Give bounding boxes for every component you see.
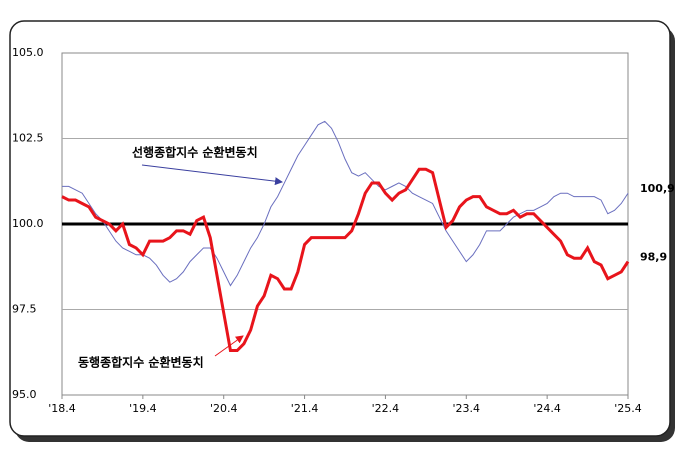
x-tick-label: '19.4 bbox=[129, 402, 157, 415]
y-tick-label: 102.5 bbox=[12, 132, 44, 145]
x-tick-label: '24.4 bbox=[533, 402, 561, 415]
y-tick-label: 97.5 bbox=[12, 303, 37, 316]
end-label: 98,9 bbox=[640, 251, 667, 264]
series-line bbox=[62, 120, 629, 287]
series-label: 동행종합지수 순환변동치 bbox=[78, 355, 204, 370]
y-tick-label: 105.0 bbox=[12, 46, 44, 59]
series-line bbox=[61, 167, 630, 353]
end-label: 100,9 bbox=[640, 182, 675, 195]
x-tick-label: '23.4 bbox=[453, 402, 481, 415]
y-tick-label: 100.0 bbox=[12, 217, 44, 230]
y-tick-label: 95.0 bbox=[12, 388, 37, 401]
x-tick-label: '22.4 bbox=[372, 402, 400, 415]
x-tick-label: '18.4 bbox=[48, 402, 76, 415]
x-tick-label: '21.4 bbox=[291, 402, 319, 415]
arrow bbox=[141, 164, 283, 186]
x-tick-label: '25.4 bbox=[614, 402, 642, 415]
series-label: 선행종합지수 순환변동치 bbox=[132, 145, 258, 160]
x-tick-label: '20.4 bbox=[210, 402, 238, 415]
